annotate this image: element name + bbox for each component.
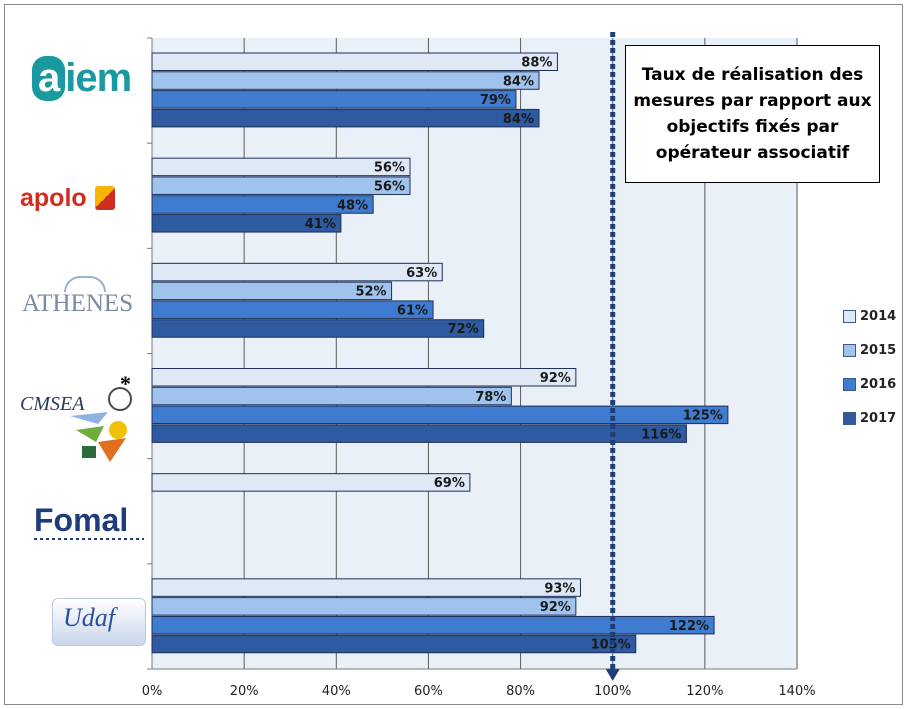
data-label: 63% [406,266,437,281]
bar-athenes-2015 [151,281,393,301]
cmsea-logo-text: CMSEA [20,393,85,415]
legend-swatch [843,343,856,357]
bar-udaf-2016 [151,615,715,635]
x-tick-label: 20% [230,684,259,699]
apolo-logo-text: apolo [20,184,87,212]
reference-arrow-icon [605,669,620,681]
legend-swatch [843,377,856,391]
x-tick-label: 100% [594,684,631,699]
footnote-marker: * [120,371,131,396]
bar-apolo-2016 [151,195,374,214]
bar-aiem-2014 [151,52,558,71]
udaf-logo: Udaf [52,598,146,646]
legend: 2014 2015 2016 2017 [843,305,896,441]
bar-apolo-2014 [151,157,411,177]
legend-item-2014: 2014 [843,305,896,327]
bar-apolo-2015 [151,176,411,195]
data-label: 56% [374,161,405,176]
bar-athenes-2016 [151,300,434,319]
fomal-underline [34,538,144,540]
cmsea-logo: CMSEA * [20,371,132,416]
data-label: 84% [503,74,534,89]
data-label: 92% [540,371,571,386]
athenes-logo-text: ATHENES [22,290,134,317]
bar-cmsea-2015 [151,386,512,406]
bar-aiem-2015 [151,71,540,90]
data-label: 125% [683,409,723,424]
legend-item-2017: 2017 [843,407,896,429]
bar-cmsea-2014 [151,368,577,387]
x-tick-label: 40% [322,684,351,699]
data-label: 84% [503,112,534,127]
legend-label: 2017 [860,410,897,426]
data-label: 72% [448,322,479,337]
chart-title-box: Taux de réalisation des mesures par rapp… [625,45,880,183]
aiem-logo: a iem [32,56,132,101]
data-label: 105% [591,638,631,653]
fomal-logo: Fomal [34,502,144,540]
x-tick-label: 80% [506,684,535,699]
data-label: 61% [397,303,428,318]
legend-label: 2015 [860,342,897,358]
data-label: 41% [305,217,336,232]
bar-apolo-2017 [151,214,342,233]
cmsea-ring-icon [108,387,132,411]
legend-label: 2014 [860,308,897,324]
legend-swatch [843,309,856,323]
fomal-logo-text: Fomal [34,502,129,538]
bar-cmsea-2017 [151,424,687,443]
athenes-logo: ATHENES [22,276,134,318]
aiem-logo-mark: a [32,56,66,101]
data-label: 78% [475,390,506,405]
data-label: 88% [521,56,552,71]
data-label: 93% [544,581,575,596]
bar-athenes-2014 [151,262,443,282]
athenes-sun-icon [64,276,106,292]
legend-item-2015: 2015 [843,339,896,361]
bar-udaf-2015 [151,597,577,616]
chart-title: Taux de réalisation des mesures par rapp… [633,65,872,163]
cmsea-figure-icon [70,412,127,462]
data-label: 69% [434,476,465,491]
x-tick-label: 120% [686,684,723,699]
chart-frame [4,4,903,705]
x-tick-label: 60% [414,684,443,699]
data-label: 52% [355,285,386,300]
bar-udaf-2014 [151,578,581,597]
apolo-logo-mark [94,186,115,210]
bar-fomal-2014 [151,473,471,492]
aiem-logo-text: iem [65,56,132,100]
data-label: 79% [480,93,511,108]
udaf-logo-text: Udaf [63,603,115,632]
bar-aiem-2017 [151,108,540,128]
x-tick-label: 0% [142,684,163,699]
bar-athenes-2017 [151,319,485,338]
data-label: 116% [641,427,681,442]
data-label: 56% [374,179,405,194]
legend-item-2016: 2016 [843,373,896,395]
data-label: 92% [540,600,571,615]
bar-cmsea-2016 [151,405,729,425]
legend-swatch [843,411,856,425]
legend-label: 2016 [860,376,897,392]
apolo-logo: apolo [20,184,115,213]
data-label: 48% [337,198,368,213]
bar-aiem-2016 [151,90,517,109]
bar-udaf-2017 [151,634,637,654]
x-tick-label: 140% [778,684,815,699]
data-label: 122% [669,619,709,634]
